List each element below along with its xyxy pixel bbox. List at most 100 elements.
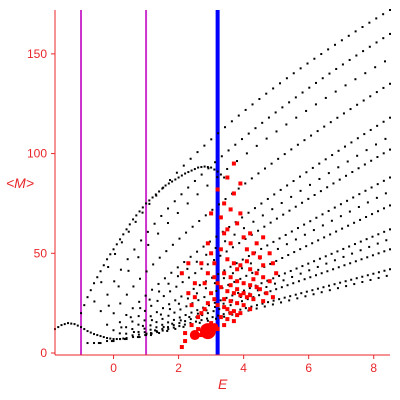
data-point [376, 183, 379, 186]
data-point [248, 231, 253, 236]
data-point [282, 213, 285, 216]
data-point [176, 266, 179, 269]
data-point [148, 199, 151, 202]
data-point [389, 9, 391, 11]
data-point [212, 297, 217, 302]
data-point [218, 215, 223, 220]
data-point [355, 54, 358, 57]
data-point [279, 82, 282, 85]
data-point [202, 245, 205, 248]
data-point [244, 295, 249, 300]
data-point [192, 281, 197, 286]
data-point [342, 112, 345, 115]
data-point [214, 246, 217, 249]
data-point [241, 235, 246, 240]
data-point [261, 299, 266, 304]
data-point [254, 271, 259, 276]
data-point [269, 262, 272, 265]
data-point [135, 214, 138, 217]
data-point [218, 285, 223, 290]
data-point [368, 21, 371, 24]
data-point [114, 252, 117, 255]
data-point [107, 266, 110, 269]
data-point [106, 337, 109, 340]
data-point [73, 323, 76, 326]
data-point [316, 287, 319, 290]
data-point [235, 267, 240, 272]
data-point [261, 235, 266, 240]
data-point [328, 289, 331, 292]
data-point [371, 254, 374, 257]
data-point [171, 322, 174, 325]
data-point [294, 205, 297, 208]
data-point [261, 214, 264, 217]
data-point [332, 268, 335, 271]
data-point [244, 259, 249, 264]
data-point [366, 256, 369, 259]
data-point [333, 206, 336, 209]
data-point [359, 240, 362, 243]
data-point [266, 244, 269, 247]
data-point [375, 41, 378, 44]
data-point [137, 333, 140, 336]
data-point [385, 239, 388, 242]
data-point [345, 174, 348, 177]
data-point [197, 299, 200, 302]
data-point [255, 144, 258, 147]
data-point [238, 293, 243, 298]
data-point [216, 176, 219, 179]
data-point [109, 253, 112, 256]
data-point [233, 233, 236, 236]
data-point [337, 166, 340, 169]
data-point [333, 259, 336, 262]
data-point [279, 188, 282, 191]
data-point [216, 170, 219, 173]
data-point [275, 288, 278, 291]
data-point [159, 313, 162, 316]
data-point [368, 245, 371, 248]
data-point [125, 337, 128, 340]
data-point [309, 276, 312, 279]
data-point [299, 272, 302, 275]
data-point [377, 233, 380, 236]
data-point [228, 275, 233, 280]
data-point [359, 249, 362, 252]
data-point [143, 309, 146, 312]
data-point [335, 230, 338, 233]
data-point [249, 262, 252, 265]
data-point [186, 291, 191, 296]
data-point [320, 291, 323, 294]
data-point [346, 160, 349, 163]
data-point [354, 260, 357, 263]
data-point [180, 295, 183, 298]
data-point [266, 197, 269, 200]
data-point [206, 184, 209, 187]
data-point [241, 303, 246, 308]
data-point [115, 338, 118, 341]
data-point [149, 328, 152, 331]
data-point [283, 296, 286, 299]
data-point [93, 300, 96, 303]
data-point [149, 324, 152, 327]
data-point [167, 282, 170, 285]
data-point [244, 108, 247, 111]
data-point [148, 202, 151, 205]
data-point [150, 332, 153, 335]
data-point [141, 324, 144, 327]
data-point [119, 302, 122, 305]
data-point [347, 224, 350, 227]
data-point [223, 269, 226, 272]
data-point [189, 323, 194, 328]
data-point [161, 307, 164, 310]
data-point [300, 292, 303, 295]
data-point [222, 201, 227, 206]
data-point [211, 316, 214, 319]
data-point [189, 157, 192, 160]
data-point [353, 243, 356, 246]
data-point [243, 289, 246, 292]
data-point [214, 161, 217, 164]
data-point [110, 340, 113, 343]
data-point [382, 120, 385, 123]
data-point [301, 91, 304, 94]
data-point [207, 167, 210, 170]
